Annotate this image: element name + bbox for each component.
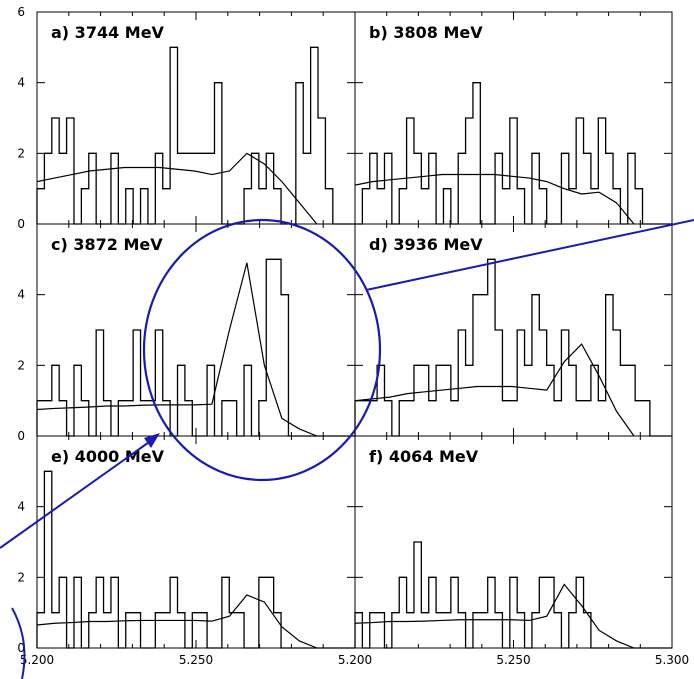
x-tick-label: 5.250 [179, 653, 213, 667]
panel-label: d) 3936 MeV [369, 235, 483, 254]
histogram-bars [36, 258, 355, 437]
fit-curve [354, 343, 635, 437]
fit-curve [36, 152, 318, 225]
panel-label: e) 4000 MeV [51, 447, 165, 466]
fit-curve [354, 583, 635, 649]
panel-label: a) 3744 MeV [51, 23, 165, 42]
y-tick-label: 2 [17, 358, 25, 372]
annotation-line [365, 219, 694, 291]
y-tick-label: 2 [17, 146, 25, 160]
x-tick-label: 5.300 [655, 653, 689, 667]
panel-label: b) 3808 MeV [369, 23, 483, 42]
y-tick-label: 2 [17, 570, 25, 584]
y-tick-label: 4 [17, 500, 25, 514]
annotation-arrow-head [144, 433, 160, 448]
fit-curve [36, 594, 318, 649]
y-tick-label: 0 [17, 217, 25, 231]
panel-label: f) 4064 MeV [369, 447, 479, 466]
histogram-bars [36, 470, 355, 649]
panel-label: c) 3872 MeV [51, 235, 163, 254]
x-tick-label: 5.200 [338, 653, 372, 667]
x-tick-label: 5.200 [20, 653, 54, 667]
histogram-bars [355, 82, 672, 225]
y-tick-label: 6 [17, 5, 25, 19]
fit-curve [354, 173, 635, 225]
highlight-ellipse [142, 218, 382, 482]
x-tick-label: 5.250 [496, 653, 530, 667]
annotation-arrow-line [0, 439, 153, 549]
histogram-bars [354, 258, 672, 437]
partial-ellipse [11, 607, 26, 679]
fit-curve [36, 262, 318, 437]
histogram-bars [354, 541, 672, 649]
y-tick-label: 0 [17, 641, 25, 655]
y-tick-label: 0 [17, 429, 25, 443]
y-tick-label: 4 [17, 288, 25, 302]
histogram-bars [36, 46, 355, 225]
y-tick-label: 4 [17, 76, 25, 90]
